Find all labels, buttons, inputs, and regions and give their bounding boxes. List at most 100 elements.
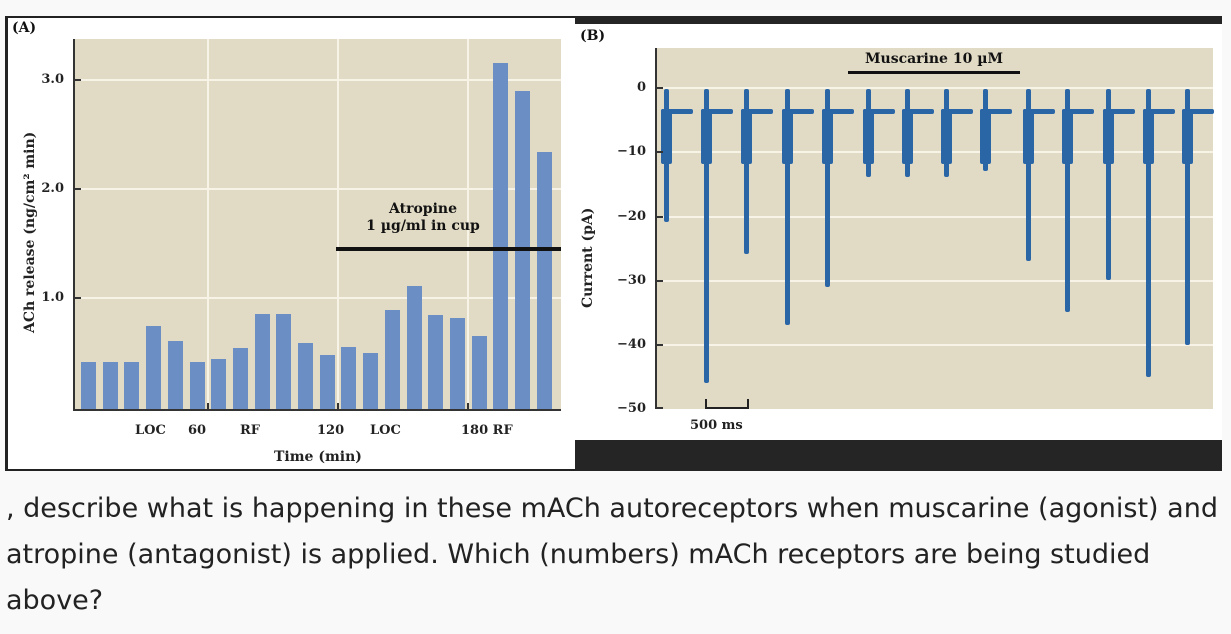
bar (384, 309, 400, 411)
atropine-annotation: Atropine 1 µg/ml in cup (343, 201, 503, 235)
y-tick-label: 2.0 (41, 181, 64, 196)
y-tick (73, 188, 81, 190)
y-tick-label: −50 (617, 401, 646, 416)
baseline-current (741, 109, 773, 114)
gridline (655, 280, 1213, 282)
current-spike (785, 89, 790, 326)
gridline (207, 39, 209, 411)
current-spike (1026, 89, 1031, 261)
bar (341, 346, 357, 411)
current-spike (744, 89, 749, 255)
y-tick (655, 151, 663, 153)
scalebar-label: 500 ms (690, 418, 743, 433)
baseline-current (1103, 109, 1135, 114)
x-tick-label: 60 (188, 423, 207, 438)
bar (536, 151, 552, 411)
y-tick (73, 297, 81, 299)
bar (276, 313, 292, 411)
bar (471, 335, 487, 411)
y-tick (655, 87, 663, 89)
current-spike (1185, 89, 1190, 345)
panel-b-bottom-border (575, 440, 1222, 471)
current-spike-body (822, 109, 833, 164)
current-spike-body (782, 109, 793, 164)
question-text: , describe what is happening in these mA… (6, 493, 1218, 616)
annotation-line-2: 1 µg/ml in cup (366, 218, 480, 234)
gridline (655, 151, 1213, 153)
x-tick-label: LOC (370, 423, 401, 438)
y-tick (73, 79, 81, 81)
x-tick-label: 120 (317, 423, 345, 438)
bar (298, 343, 313, 411)
baseline-current (1182, 109, 1214, 114)
current-spike-body (741, 109, 752, 164)
x-tick-label: 180 RF (461, 423, 513, 438)
panel-b-ylabel: Current (pA) (580, 207, 596, 308)
bar (124, 361, 140, 411)
bar (81, 361, 96, 411)
bar (254, 313, 270, 411)
bar (428, 315, 444, 411)
baseline-current (1062, 109, 1094, 114)
x-tick (467, 403, 469, 411)
current-spike (1106, 89, 1111, 281)
atropine-bar (336, 247, 561, 251)
baseline-current (1023, 109, 1055, 114)
gridline (655, 344, 1213, 346)
panel-a-label: (A) (12, 20, 37, 36)
panel-a-xlabel: Time (min) (274, 449, 362, 465)
y-tick-label: −30 (617, 273, 646, 288)
baseline-current (822, 109, 854, 114)
bar (189, 361, 205, 411)
current-spike-body (1023, 109, 1034, 164)
current-spike (1065, 89, 1070, 313)
x-axis (73, 409, 561, 411)
y-axis (655, 48, 657, 409)
baseline-current (661, 109, 693, 114)
muscarine-annotation: Muscarine 10 µM (865, 51, 1003, 67)
x-tick (207, 403, 209, 411)
y-tick-label: −20 (617, 209, 646, 224)
y-tick (655, 344, 663, 346)
current-spike (704, 89, 709, 384)
gridline (655, 216, 1213, 218)
current-spike-body (1103, 109, 1114, 164)
current-spike-body (1143, 109, 1154, 164)
current-spike-body (1062, 109, 1073, 164)
muscarine-bar (848, 71, 1020, 74)
gridline (73, 188, 561, 190)
panel-b-label: (B) (580, 28, 606, 44)
time-scalebar (705, 399, 749, 409)
x-tick-label: LOC (135, 423, 166, 438)
current-spike-body (863, 109, 874, 164)
panel-b-top-border (575, 16, 1222, 24)
bar (363, 353, 379, 411)
current-spike-body (941, 109, 952, 164)
current-spike (1146, 89, 1151, 377)
bar (493, 63, 509, 411)
x-tick-label: RF (240, 423, 261, 438)
panel-a-plot-area: Atropine 1 µg/ml in cup (73, 39, 561, 411)
baseline-current (701, 109, 733, 114)
baseline-current (902, 109, 934, 114)
baseline-current (980, 109, 1012, 114)
current-spike-body (701, 109, 712, 164)
bar (319, 355, 335, 411)
current-spike-body (980, 109, 991, 164)
bar (406, 285, 422, 411)
y-tick (655, 280, 663, 282)
annotation-line-1: Atropine (389, 201, 457, 217)
gridline (73, 297, 561, 299)
gridline (655, 87, 1213, 89)
bar (232, 347, 248, 411)
y-tick-label: 3.0 (41, 72, 64, 87)
bar (211, 358, 227, 411)
y-tick-label: −10 (617, 144, 646, 159)
bar (102, 361, 118, 411)
panel-b-plot-area: Muscarine 10 µM (655, 48, 1214, 409)
bar (146, 325, 162, 411)
y-tick-label: −40 (617, 337, 646, 352)
gridline (467, 39, 469, 411)
bar (167, 341, 183, 411)
y-tick (655, 216, 663, 218)
